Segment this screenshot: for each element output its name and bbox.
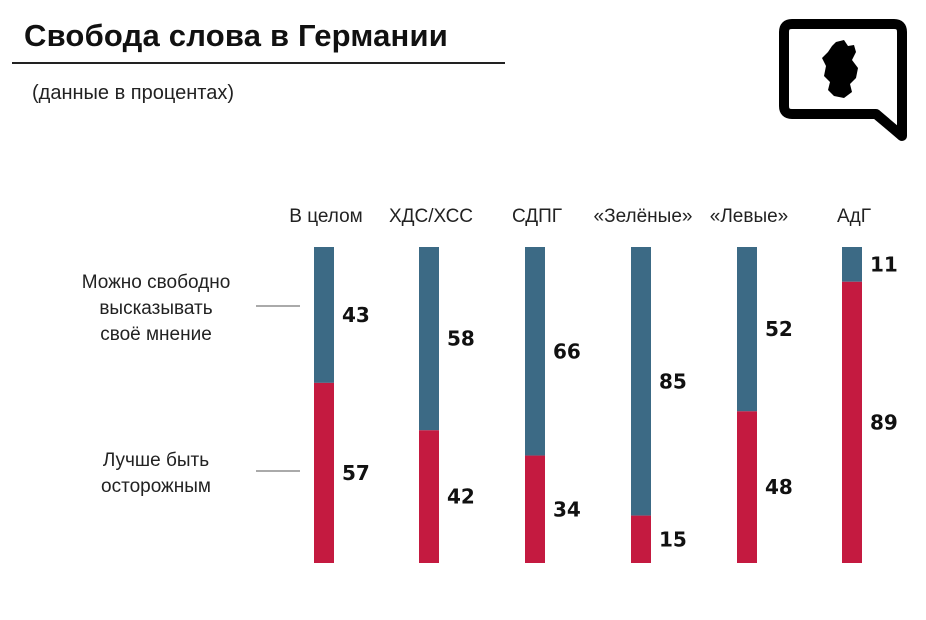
data-label-top: 66 bbox=[553, 339, 581, 363]
category-label: «Левые» bbox=[710, 206, 789, 227]
bar-segment-top bbox=[419, 247, 439, 431]
category-label: АдГ bbox=[837, 206, 871, 227]
category-label: СДПГ bbox=[512, 206, 562, 227]
legend-top-line: Можно свободно bbox=[81, 272, 231, 293]
bar-segment-bottom bbox=[419, 430, 439, 563]
legend-top-leader-line bbox=[256, 305, 300, 307]
bar-segment-bottom bbox=[525, 455, 545, 563]
bar-segment-top bbox=[842, 247, 862, 282]
bar-segment-bottom bbox=[737, 411, 757, 563]
legend-top-label: Можно свободно высказывать своё мнение bbox=[58, 270, 254, 348]
bar-segment-bottom bbox=[314, 382, 334, 563]
speech-bubble-germany-map-icon bbox=[779, 19, 907, 141]
data-label-bottom: 15 bbox=[659, 527, 687, 551]
data-label-bottom: 48 bbox=[765, 475, 793, 499]
data-label-bottom: 42 bbox=[447, 485, 475, 509]
category-label: «Зелёные» bbox=[594, 206, 693, 227]
data-label-top: 43 bbox=[342, 303, 370, 327]
bar-segment-top bbox=[525, 247, 545, 456]
data-label-bottom: 34 bbox=[553, 497, 581, 521]
chart-title: Свобода слова в Германии bbox=[24, 18, 448, 53]
bar-segment-bottom bbox=[631, 515, 651, 563]
legend-bottom-label: Лучше быть осторожным bbox=[58, 448, 254, 500]
chart-subtitle: (данные в процентах) bbox=[32, 82, 234, 104]
data-label-bottom: 57 bbox=[342, 461, 370, 485]
data-label-top: 11 bbox=[870, 252, 898, 276]
title-underline bbox=[12, 62, 505, 64]
bar-segment-top bbox=[631, 247, 651, 516]
data-label-top: 85 bbox=[659, 369, 687, 393]
data-label-top: 52 bbox=[765, 317, 793, 341]
legend-bottom-line: осторожным bbox=[101, 476, 211, 497]
data-label-bottom: 89 bbox=[870, 410, 898, 434]
bar-segment-top bbox=[737, 247, 757, 412]
category-label: ХДС/ХСС bbox=[389, 206, 473, 227]
data-label-top: 58 bbox=[447, 327, 475, 351]
legend-top-line: своё мнение bbox=[100, 324, 212, 345]
bar-segment-top bbox=[314, 247, 334, 383]
category-label: В целом bbox=[289, 206, 363, 227]
bar-segment-bottom bbox=[842, 281, 862, 563]
legend-bottom-leader-line bbox=[256, 470, 300, 472]
legend-top-line: высказывать bbox=[99, 298, 213, 319]
legend-bottom-line: Лучше быть bbox=[102, 450, 210, 471]
